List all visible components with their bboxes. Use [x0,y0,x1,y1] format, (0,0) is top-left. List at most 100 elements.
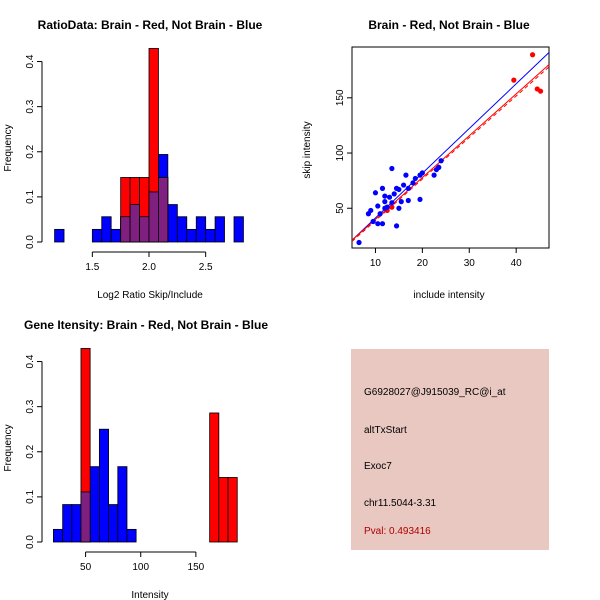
not-brain-point-23 [405,197,411,204]
not-brain-bar-0 [52,528,63,543]
scatter-title: Brain - Red, Not Brain - Blue [368,18,530,32]
not-brain-point-5 [375,221,381,227]
ratio-histogram-y-axis: 0.0 0.1 0.2 0.3 0.4 [25,54,43,249]
scatter-y-tick-label-2: 150 [335,89,346,106]
not-brain-point-8 [379,185,386,191]
scatter-x-tick-label-0: 10 [370,258,382,269]
ratio-histogram-panel: RatioData: Brain - Red, Not Brain - Blue… [3,18,263,301]
overlap-bar-1 [129,204,140,243]
scatter-y-axis: 50 100 150 [335,89,352,214]
not-brain-point-21 [400,182,407,188]
not-brain-bar-12 [195,216,207,243]
overlap-bar-3 [148,191,159,243]
not-brain-bar-2 [71,504,82,543]
not-brain-point-14 [389,165,395,172]
not-brain-point-27 [417,196,423,203]
intensity-histogram-ylabel: Frequency [3,424,14,471]
not-brain-bar-5 [98,428,109,543]
probe-id: G6928027@J915039_RC@i_at [364,387,506,398]
not-brain-point-13 [389,200,395,206]
overlap-bar-0 [120,216,131,243]
not-brain-bar-14 [214,216,225,243]
brain-point-3 [537,88,544,94]
scatter-y-tick-label-0: 50 [335,202,346,214]
not-brain-point-20 [398,199,404,205]
ratio-histogram-title: RatioData: Brain - Red, Not Brain - Blue [38,18,263,32]
p-value: Pval: 0.493416 [364,526,431,537]
genomic-location: chr11.5044-3.31 [364,498,437,509]
not-brain-point-0 [356,239,362,246]
intensity-histogram-title: Gene Itensity: Brain - Red, Not Brain - … [24,318,268,332]
not-brain-point-15 [391,191,397,197]
scatter-x-tick-label-1: 20 [417,258,429,269]
x-tick-label-0: 1.5 [85,262,99,273]
brain-point-5 [389,204,395,210]
not-brain-point-18 [396,205,402,211]
y-tick-label-1: 0.1 [25,189,36,203]
scatter-plot-frame [351,46,550,249]
brain-bar-3 [227,477,238,543]
not-brain-bar-10 [176,216,188,243]
intensity-histogram-blue-bars [52,428,137,543]
not-brain-point-26 [412,175,418,182]
not-brain-bar-2 [101,216,112,243]
y-tick-label-3: 0.3 [25,99,36,113]
probe-info-box: G6928027@J915039_RC@i_at altTxStart Exoc… [351,349,549,550]
not-brain-point-33 [438,158,444,164]
not-brain-bar-9 [167,204,178,243]
not-brain-point-12 [386,194,393,200]
not-brain-point-6 [377,211,383,217]
y-tick-label-2: 0.2 [25,444,36,458]
not-brain-point-10 [382,193,388,199]
not-brain-bar-11 [186,228,197,243]
not-brain-point-4 [372,190,379,196]
brain-point-1 [529,52,536,58]
not-brain-point-34 [375,203,381,209]
not-brain-bar-7 [117,466,128,543]
overlap-bar-4 [158,177,169,243]
not-brain-bar-8 [126,528,137,543]
x-tick-label-1: 2.0 [142,262,156,273]
ratio-histogram-ylabel: Frequency [3,124,14,171]
not-brain-point-32 [436,164,442,170]
not-brain-bar-1 [91,228,103,243]
intensity-histogram-panel: Gene Itensity: Brain - Red, Not Brain - … [3,318,268,600]
not-brain-bar-6 [108,504,119,543]
not-brain-bar-15 [233,216,244,243]
not-brain-point-2 [368,207,374,214]
intensity-histogram-y-axis: 0.0 0.1 0.2 0.3 0.4 [25,354,43,549]
x-tick-label-0: 50 [80,562,92,573]
x-tick-label-1: 100 [132,562,149,573]
y-tick-label-0: 0.0 [25,535,36,549]
scatter-x-tick-label-2: 30 [464,258,476,269]
brain-bar-2 [218,477,229,543]
scatter-ylabel: skip intensity [302,121,313,178]
not-brain-bar-13 [205,228,216,243]
not-brain-bar-0 [54,228,65,243]
not-brain-point-35 [382,205,388,211]
y-tick-label-4: 0.4 [25,354,36,368]
overlap-bar-2 [139,216,150,243]
ratio-histogram-xlabel: Log2 Ratio Skip/Include [97,290,203,301]
fit-line-2 [351,66,550,242]
gene-name: Exoc7 [364,461,392,472]
intensity-histogram-xlabel: Intensity [131,590,168,600]
not-brain-point-17 [393,223,400,229]
intensity-histogram-overlap-bars [80,491,91,543]
scatter-x-tick-label-3: 40 [511,258,523,269]
not-brain-bar-3 [110,228,122,243]
brain-bar-1 [209,412,220,543]
scatter-points [356,52,544,246]
not-brain-point-30 [431,172,437,178]
not-brain-point-19 [396,186,402,193]
x-tick-label-2: 2.5 [199,262,213,273]
scatter-x-axis: 10 20 30 40 [370,248,522,269]
brain-point-0 [511,77,517,83]
not-brain-point-22 [403,172,409,178]
not-brain-point-25 [410,180,416,186]
overlap-bar-0 [80,491,91,543]
not-brain-point-7 [379,221,386,227]
not-brain-bar-4 [89,466,100,543]
x-tick-label-2: 150 [188,562,205,573]
intensity-histogram-x-axis: 50 100 150 [80,551,205,573]
